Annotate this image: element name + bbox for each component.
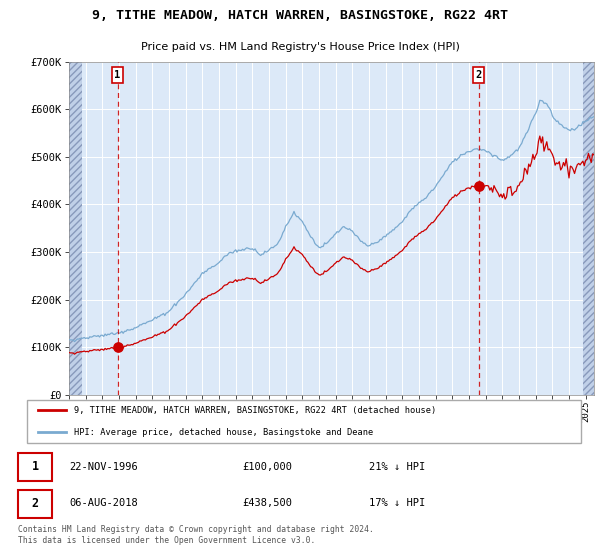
Text: HPI: Average price, detached house, Basingstoke and Deane: HPI: Average price, detached house, Basi… <box>74 428 374 437</box>
Text: 1: 1 <box>31 460 38 473</box>
Text: 1: 1 <box>115 70 121 80</box>
Text: 17% ↓ HPI: 17% ↓ HPI <box>369 498 425 508</box>
Text: £100,000: £100,000 <box>242 462 292 472</box>
Text: 21% ↓ HPI: 21% ↓ HPI <box>369 462 425 472</box>
Text: 2: 2 <box>476 70 482 80</box>
Text: 22-NOV-1996: 22-NOV-1996 <box>70 462 139 472</box>
Point <box>113 343 122 352</box>
Text: 9, TITHE MEADOW, HATCH WARREN, BASINGSTOKE, RG22 4RT (detached house): 9, TITHE MEADOW, HATCH WARREN, BASINGSTO… <box>74 406 437 415</box>
FancyBboxPatch shape <box>18 489 52 517</box>
Text: Contains HM Land Registry data © Crown copyright and database right 2024.
This d: Contains HM Land Registry data © Crown c… <box>18 525 374 545</box>
Text: 9, TITHE MEADOW, HATCH WARREN, BASINGSTOKE, RG22 4RT: 9, TITHE MEADOW, HATCH WARREN, BASINGSTO… <box>92 9 508 22</box>
Point <box>474 181 484 190</box>
Text: Price paid vs. HM Land Registry's House Price Index (HPI): Price paid vs. HM Land Registry's House … <box>140 43 460 52</box>
Text: 06-AUG-2018: 06-AUG-2018 <box>70 498 139 508</box>
Text: £438,500: £438,500 <box>242 498 292 508</box>
FancyBboxPatch shape <box>27 399 581 444</box>
FancyBboxPatch shape <box>18 453 52 481</box>
Text: 2: 2 <box>31 497 38 510</box>
